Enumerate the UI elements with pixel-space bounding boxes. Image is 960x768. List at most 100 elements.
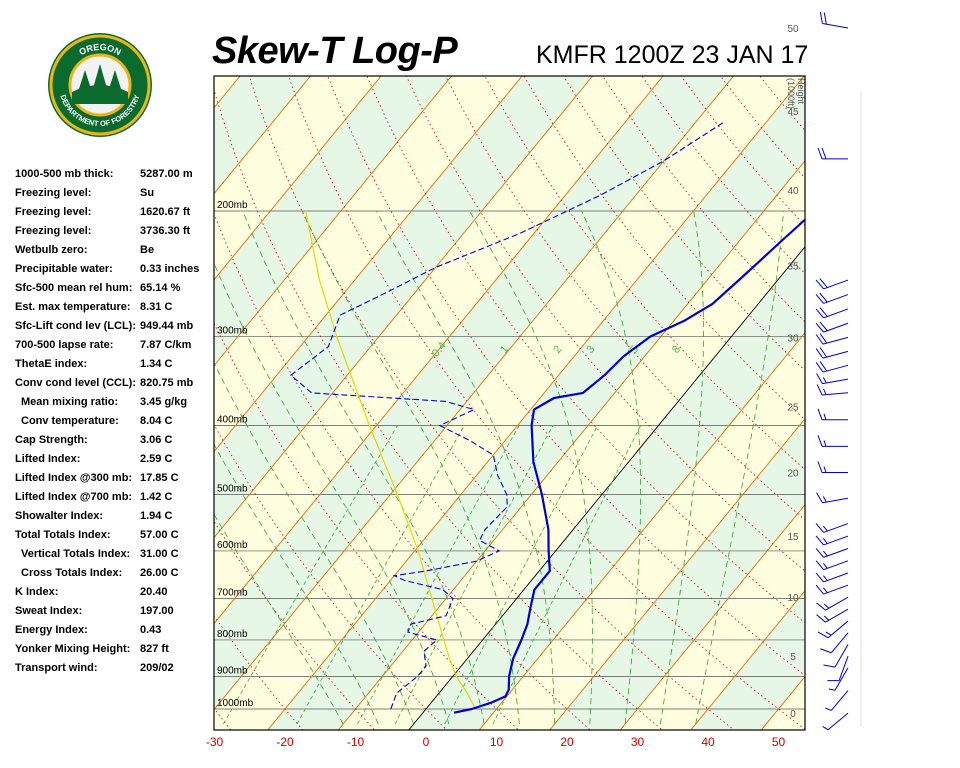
dry-adiabat-line: [0, 0, 165, 739]
index-label: Sweat Index:: [15, 605, 83, 617]
height-tick-label: 30: [787, 333, 799, 344]
wind-barb: [815, 278, 849, 290]
wind-barb-flag: [815, 560, 824, 571]
index-value: 949.44 mb: [140, 320, 194, 332]
index-label: Yonker Mixing Height:: [15, 643, 131, 655]
wind-barb-staff: [838, 656, 849, 681]
index-value: 1.34 C: [140, 358, 173, 370]
wind-barb-staff: [823, 294, 849, 304]
logo-top-text: OREGON: [77, 42, 122, 57]
index-label: ThetaE index:: [15, 358, 88, 370]
wind-barb-half-flag: [823, 466, 827, 473]
pressure-level-label: 700mb: [217, 588, 248, 599]
pressure-level-label: 400mb: [217, 414, 248, 425]
wind-barb: [815, 347, 849, 359]
wind-barb-staff: [827, 712, 849, 731]
wind-barb-flag: [815, 535, 824, 546]
index-value: 197.00: [140, 605, 174, 617]
wind-barb-half-flag: [823, 563, 828, 569]
sounding-indices-panel: 1000-500 mb thick: 5287.00 m Freezing leve…: [15, 168, 215, 681]
mixing-ratio-line: [444, 425, 598, 725]
temperature-tick-label: 40: [701, 735, 715, 749]
index-label: Est. max temperature:: [15, 301, 131, 313]
index-label: Energy Index:: [15, 624, 88, 636]
index-value: 1620.67 ft: [140, 206, 191, 218]
isotherm-line: [214, 76, 735, 711]
wind-barb: [816, 492, 849, 504]
isotherm-line: [0, 71, 174, 735]
wind-barb-staff: [822, 364, 849, 373]
wind-barb-half-flag: [825, 707, 832, 711]
wind-barb-flag: [819, 347, 828, 358]
height-tick-label: 10: [787, 593, 799, 604]
temperature-tick-label: -30: [206, 735, 224, 749]
index-row: Mean mixing ratio: 3.45 g/kg: [15, 396, 215, 415]
height-tick-label: 15: [787, 532, 799, 543]
wind-barb-staff: [827, 620, 849, 639]
wind-barb-half-flag: [823, 615, 830, 621]
index-value: 3736.30 ft: [140, 225, 191, 237]
height-tick-label: 40: [787, 186, 799, 197]
index-value: 26.00 C: [140, 567, 179, 579]
isotherm-line: [478, 332, 805, 730]
height-tick-label: 50: [787, 24, 799, 35]
wind-barb-half-flag: [825, 631, 832, 636]
pressure-level-label: 800mb: [217, 629, 248, 640]
wind-barb-flag: [815, 523, 824, 533]
isotherm-line: [214, 76, 594, 539]
isotherm-line: [0, 71, 103, 735]
wind-barb-half-flag: [823, 538, 828, 544]
wind-barb: [815, 292, 849, 304]
index-row: 1000-500 mb thick: 5287.00 m: [15, 168, 215, 187]
index-value: 5287.00 m: [140, 168, 193, 180]
pressure-level-label: 300mb: [217, 325, 248, 336]
index-label: Transport wind:: [15, 662, 98, 674]
wind-barb-flag: [816, 373, 823, 384]
moist-adiabat-line: [214, 362, 414, 725]
index-row: Sfc-Lift cond lev (LCL): 949.44 mb: [15, 320, 215, 339]
temperature-tick-label: 50: [772, 735, 786, 749]
wind-barb: [817, 461, 848, 473]
index-row: Lifted Index: 2.59 C: [15, 453, 215, 472]
isotherm-line: [214, 76, 453, 367]
wind-barb-staff: [825, 608, 849, 623]
index-value: 7.87 C/km: [140, 339, 192, 351]
index-label: Vertical Totals Index:: [21, 548, 131, 560]
wind-barb: [815, 333, 849, 345]
wind-barb: [815, 548, 849, 558]
moist-adiabat-line: [242, 210, 485, 725]
index-row: Lifted Index @700 mb: 1.42 C: [15, 491, 215, 510]
wind-barb-staff: [823, 584, 849, 595]
wind-barb-half-flag: [822, 377, 827, 384]
wind-barb-half-flag: [823, 413, 827, 420]
isotherm-line: [267, 76, 805, 730]
index-label: Lifted Index @300 mb:: [15, 472, 133, 484]
temperature-profile-line: [453, 218, 805, 714]
index-label: Lifted Index @700 mb:: [15, 491, 133, 503]
isotherm-band: [0, 71, 174, 735]
index-row: K Index: 20.40: [15, 586, 215, 605]
forestry-seal-icon: OREGON DEPARTMENT OF FORESTRY: [48, 33, 152, 137]
wind-barb: [827, 656, 849, 682]
index-value: 57.00 C: [140, 529, 179, 541]
wind-barb-flag: [816, 492, 823, 503]
parcel-path-line: [305, 210, 476, 710]
wind-barb: [817, 620, 849, 639]
oregon-forestry-logo: OREGON DEPARTMENT OF FORESTRY: [45, 30, 155, 140]
wind-barb-flag: [815, 322, 824, 333]
index-value: 1.94 C: [140, 510, 173, 522]
index-row: Vertical Totals Index: 31.00 C: [15, 548, 215, 567]
mixing-ratio-line: [296, 425, 465, 725]
mixing-ratio-line: [222, 425, 398, 725]
isotherm-line: [0, 71, 33, 735]
wind-barb: [815, 584, 849, 595]
isotherm-band: [828, 71, 960, 735]
wind-barb-staff: [830, 690, 849, 711]
index-value: 3.45 g/kg: [140, 396, 188, 408]
wind-barb-flag: [819, 11, 823, 24]
index-row: Conv cond level (CCL): 820.75 mb: [15, 377, 215, 396]
isotherm-line: [214, 76, 241, 109]
isotherm-line: [214, 76, 523, 453]
wind-barb: [822, 712, 849, 731]
plot-background: [0, 71, 960, 735]
